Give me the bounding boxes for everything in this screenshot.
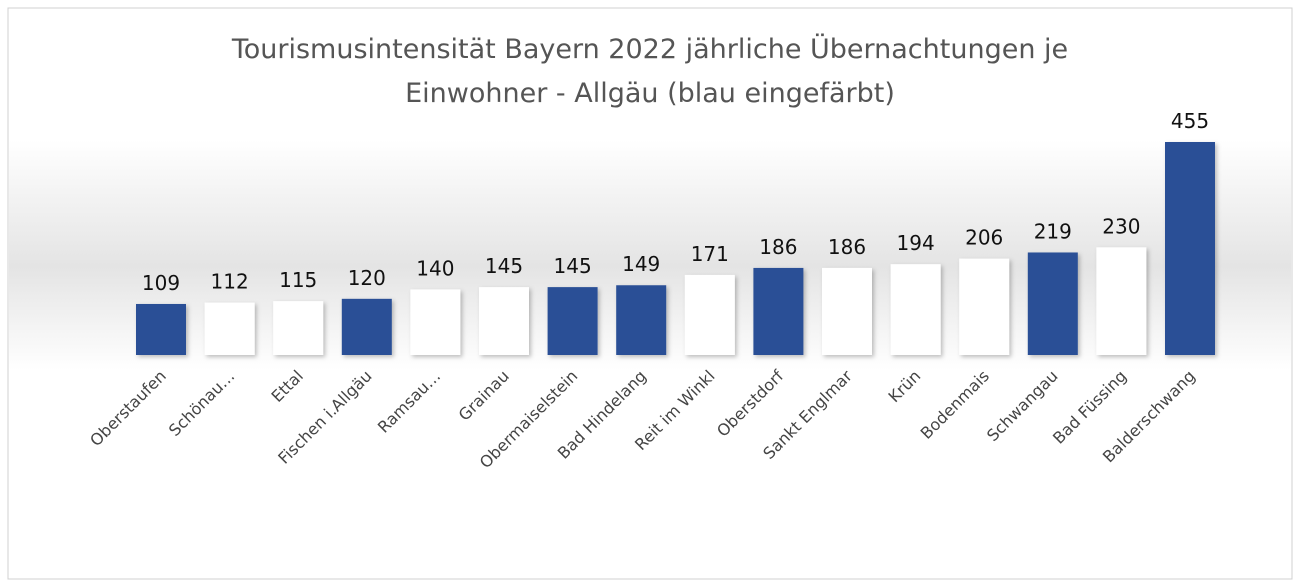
data-label: 186 <box>759 235 797 259</box>
bar <box>204 302 255 355</box>
bar <box>479 287 529 355</box>
bar <box>1165 142 1215 355</box>
bar <box>1027 252 1078 355</box>
data-label: 194 <box>897 231 935 255</box>
data-label: 230 <box>1102 214 1140 238</box>
data-label: 455 <box>1171 109 1209 133</box>
bar <box>959 258 1010 355</box>
bar <box>136 303 186 355</box>
data-label: 206 <box>965 226 1003 250</box>
bar <box>890 264 941 355</box>
bar <box>753 267 804 355</box>
bar <box>822 267 872 355</box>
bar <box>616 285 667 355</box>
data-label: 219 <box>1034 219 1072 243</box>
bar <box>1096 247 1147 355</box>
data-label: 186 <box>828 235 866 259</box>
data-label: 115 <box>279 268 317 292</box>
bar <box>410 289 461 355</box>
data-label: 112 <box>211 270 249 294</box>
data-label: 149 <box>622 252 660 276</box>
bar <box>341 298 392 355</box>
data-label: 145 <box>485 254 523 278</box>
data-label: 145 <box>554 254 592 278</box>
chart-title: Tourismusintensität Bayern 2022 jährlich… <box>231 34 1069 109</box>
bar <box>273 301 324 355</box>
bar <box>684 274 735 355</box>
data-label: 109 <box>142 271 180 295</box>
data-label: 140 <box>416 256 454 280</box>
data-label: 171 <box>691 242 729 266</box>
bar <box>547 287 598 355</box>
data-label: 120 <box>348 266 386 290</box>
